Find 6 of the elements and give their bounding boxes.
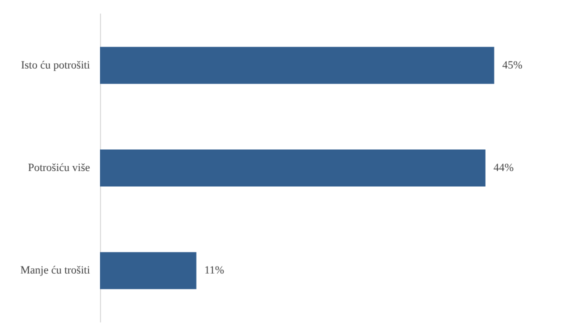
data-label: 45% [502,59,522,72]
data-label: 11% [204,264,224,277]
y-tick-label: Isto ću potrošiti [20,59,90,72]
data-label: 44% [493,162,514,174]
y-tick-label: Potrošiću više [28,162,90,174]
y-tick-label: Manje ću trošiti [20,264,90,277]
